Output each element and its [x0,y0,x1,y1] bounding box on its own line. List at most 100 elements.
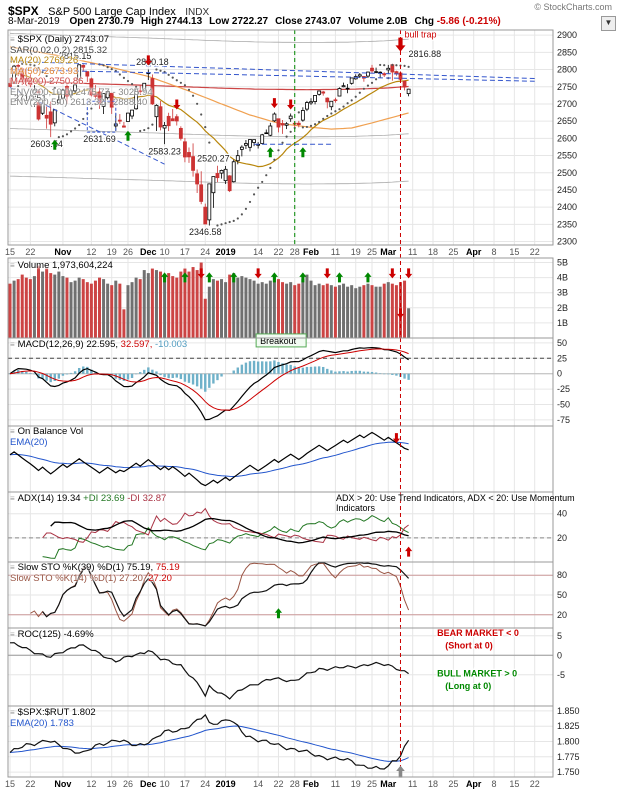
volume-bar [150,268,154,338]
y-axis-label: 1.850 [557,706,580,716]
macd-histogram-bar [204,373,207,392]
sar-dot [110,67,113,71]
legend-text: $SPX:$RUT 1.802 [17,707,96,718]
macd-histogram-bar [45,373,48,381]
sto-k39-line [42,562,410,627]
x-axis-label: 8 [492,247,497,257]
copyright: © StockCharts.com [534,2,612,12]
volume-bar [183,268,187,338]
panel-menu-icon[interactable]: ≡ [10,427,15,436]
macd-histogram-bar [346,371,349,374]
macd-histogram-bar [383,373,386,375]
plus-di-line [42,515,409,559]
y-axis-label: 20 [557,610,567,620]
volume-panel [8,262,411,338]
sar-dot [305,125,309,129]
down-arrow-icon [323,268,331,279]
sar-dot [21,62,24,65]
volume-bar [244,277,248,338]
sar-dot [318,120,321,124]
volume-bar [199,262,203,338]
macd-histogram-bar [232,370,235,374]
macd-histogram-bar [358,370,362,374]
volume-bar [374,286,378,338]
env-200-5-lower-line [9,128,409,138]
up-arrow-icon [230,272,238,283]
panel-menu-icon[interactable]: ≡ [10,35,15,44]
y-axis-label: 40 [557,509,567,519]
x-axis-label: 10 [160,779,170,789]
roc-market-note: BULL MARKET > 0 [437,668,517,678]
macd-histogram-bar [77,367,81,374]
volume-bar [403,280,407,338]
panel-menu-icon[interactable]: ≡ [10,494,15,503]
volume-bar [268,280,272,338]
legend-text: EMA(20) [10,436,48,448]
quote-label: High [140,16,166,27]
macd-histogram-bar [305,366,309,374]
volume-bar [220,279,224,338]
sar-dot [41,71,44,74]
sar-dot [216,224,219,227]
macd-histogram-bar [130,373,134,378]
panel-menu-icon[interactable]: ≡ [10,563,15,572]
candle-body [178,127,183,139]
legend-line: ENV(200,10.0) 2475.77 - 3025.94 [10,87,153,99]
price-panel-border [7,29,554,246]
up-arrow-icon [396,765,405,778]
sar-dot [293,126,296,130]
candle-body [374,71,378,73]
y-axis-label: 20 [557,533,567,543]
volume-bar [98,277,102,338]
down-arrow-icon [144,55,152,66]
macd-histogram-bar [195,373,199,387]
macd-histogram-bar [407,373,410,380]
sar-dot [350,99,353,102]
sar-dot [358,91,361,94]
panel-menu-icon[interactable]: ≡ [10,261,15,270]
up-arrow-icon [335,272,344,283]
chart-menu-button[interactable]: ▼ [601,16,616,31]
x-axis-label: 22 [25,779,35,789]
sar-dot [53,86,56,90]
env-200-5-upper-line [9,32,409,43]
x-axis-label: 15 [5,247,15,257]
x-axis-label: 10 [160,247,170,257]
y-axis-label: 1.775 [557,752,580,762]
volume-bar [281,282,285,338]
reference-lines [294,30,401,777]
legend-text: ENV(200,5.0) 2613.32 - 2888.40 [10,97,148,108]
down-arrow-icon [270,98,278,109]
panel-menu-icon[interactable]: ≡ [10,630,15,639]
volume-bar [167,273,171,338]
roc-panel [9,642,409,700]
sar-dot [224,222,227,225]
macd-histogram-bar [252,360,256,374]
volume-bar [366,283,370,338]
sar-dot [354,95,357,98]
macd-histogram-bar [374,372,378,374]
volume-bar [203,298,207,338]
macd-histogram-bar [122,373,126,381]
sar-dot [338,108,341,111]
obv-ema-line [9,441,409,478]
x-axis-label: Nov [54,247,71,257]
quote-label: Low [209,16,232,27]
panel-menu-icon[interactable]: ≡ [10,708,15,717]
candle-body [252,139,256,143]
candle-body [166,115,171,127]
ratio-ema-line [9,725,409,762]
macd-histogram-bar [281,363,284,374]
candle-body [191,156,195,171]
candle-body [93,92,98,97]
x-axis-label: Mar [380,247,397,257]
candle-body [239,146,244,150]
quote-value: 2743.07 [305,16,342,27]
sar-dot [383,64,386,67]
sar-dot [45,74,48,78]
panel-menu-icon[interactable]: ≡ [10,340,15,349]
volume-bar [85,282,89,338]
quote-row: 8-Mar-2019 Open 2730.79 High 2744.13 Low 2… [8,16,616,31]
sar-dot [285,135,288,138]
x-axis-label: 18 [428,779,438,789]
